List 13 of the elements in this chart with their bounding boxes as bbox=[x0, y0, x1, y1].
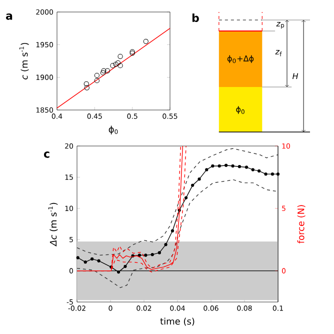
y-axis-title: c (m s$^{-1}$) bbox=[19, 42, 29, 80]
chart-title: a bbox=[6, 14, 12, 20]
text: b bbox=[192, 14, 199, 22]
text: H bbox=[292, 73, 298, 80]
text: z$_{f}$ bbox=[275, 50, 282, 56]
x-axis-title: ϕ$_{0}$ bbox=[108, 126, 118, 134]
text: z$_{p}$ bbox=[276, 22, 284, 29]
chart-title: c bbox=[44, 152, 50, 158]
x-axis-title: time (s) bbox=[160, 318, 194, 326]
text: ϕ$_{0}$+Δϕ bbox=[227, 55, 254, 64]
y2-axis-title: force (N) bbox=[297, 205, 306, 244]
y-axis-title: Δc (m s$^{-1}$) bbox=[48, 202, 58, 246]
text: ϕ$_{0}$ bbox=[236, 106, 244, 114]
